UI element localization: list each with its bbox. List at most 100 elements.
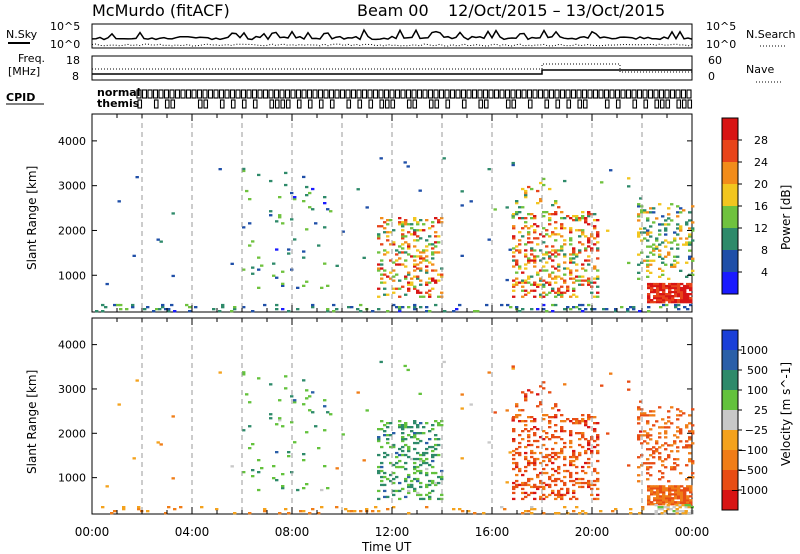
data-cell xyxy=(326,310,330,313)
data-cell xyxy=(401,229,405,232)
data-cell xyxy=(323,405,327,408)
freq-series xyxy=(92,69,692,75)
data-cell xyxy=(551,303,555,307)
data-cell xyxy=(524,491,528,495)
data-cell xyxy=(680,491,684,494)
data-cell xyxy=(593,483,597,487)
data-cell xyxy=(584,471,588,475)
data-cell xyxy=(518,217,522,220)
data-cell xyxy=(652,211,656,214)
data-cell xyxy=(521,473,525,477)
data-cell xyxy=(572,453,576,457)
data-cell xyxy=(590,291,594,294)
data-cell xyxy=(137,506,141,509)
data-cell xyxy=(647,284,651,288)
data-cell xyxy=(674,487,678,490)
cpid-glyph xyxy=(647,89,654,99)
data-cell xyxy=(425,310,429,313)
data-cell xyxy=(524,267,528,270)
data-cell xyxy=(677,290,681,294)
data-cell xyxy=(293,238,297,241)
data-cell xyxy=(511,365,515,368)
cpid-glyph xyxy=(153,99,159,109)
data-cell xyxy=(389,479,393,483)
data-cell xyxy=(485,303,489,307)
data-cell xyxy=(632,308,636,311)
data-cell xyxy=(425,451,429,455)
cpid-glyph xyxy=(290,89,296,99)
data-cell xyxy=(403,161,407,164)
data-cell xyxy=(512,259,516,262)
data-cell xyxy=(377,453,381,457)
data-cell xyxy=(518,441,522,445)
cpid-glyph xyxy=(445,99,451,109)
data-cell xyxy=(548,281,552,284)
data-cell xyxy=(413,467,417,471)
data-cell xyxy=(656,495,660,498)
cpid-glyph xyxy=(681,99,687,109)
data-cell xyxy=(365,206,369,209)
data-cell xyxy=(431,251,435,254)
data-cell xyxy=(643,430,647,433)
data-cell xyxy=(323,196,327,199)
data-cell xyxy=(673,440,677,443)
data-cell xyxy=(431,449,435,453)
data-cell xyxy=(605,308,609,311)
data-cell xyxy=(649,410,653,413)
data-cell xyxy=(524,293,528,296)
data-cell xyxy=(581,267,585,270)
data-cell xyxy=(545,447,549,451)
data-cell xyxy=(656,286,660,290)
data-cell xyxy=(536,189,540,193)
data-cell xyxy=(386,441,390,445)
data-cell xyxy=(649,211,653,214)
data-cell xyxy=(413,434,417,437)
data-cell xyxy=(566,289,570,292)
data-cell xyxy=(293,196,297,199)
data-cell xyxy=(650,299,654,302)
data-cell xyxy=(179,506,183,509)
data-cell xyxy=(661,215,665,218)
data-cell xyxy=(527,213,531,216)
data-cell xyxy=(554,211,558,214)
data-cell xyxy=(566,512,570,515)
data-cell xyxy=(281,282,285,285)
data-cell xyxy=(413,265,417,268)
data-cell xyxy=(317,447,321,450)
data-cell xyxy=(551,416,555,419)
data-cell xyxy=(125,308,129,311)
data-cell xyxy=(554,233,558,236)
data-cell xyxy=(689,495,693,498)
data-cell xyxy=(395,306,399,309)
data-cell xyxy=(350,510,354,513)
data-cell xyxy=(431,455,435,459)
data-cell xyxy=(673,255,677,258)
cpid-glyph xyxy=(229,89,236,99)
data-cell xyxy=(389,434,393,437)
data-cell xyxy=(683,284,687,288)
data-cell xyxy=(242,373,246,376)
data-cell xyxy=(655,217,659,220)
data-cell xyxy=(569,461,573,465)
cpid-glyph xyxy=(317,89,324,99)
data-cell xyxy=(626,308,630,311)
data-cell xyxy=(416,457,420,461)
data-cell xyxy=(548,475,552,479)
data-cell xyxy=(593,225,597,228)
data-cell xyxy=(677,487,681,490)
data-cell xyxy=(401,233,405,236)
data-cell xyxy=(662,288,666,292)
cpid-glyph xyxy=(554,89,560,99)
data-cell xyxy=(416,291,420,294)
data-cell xyxy=(596,443,600,447)
data-cell xyxy=(676,436,680,439)
cpid-glyph xyxy=(577,99,583,109)
data-cell xyxy=(428,281,432,284)
data-cell xyxy=(505,481,509,484)
data-cell xyxy=(611,510,615,513)
data-cell xyxy=(440,493,444,497)
data-cell xyxy=(416,223,420,226)
data-cell xyxy=(533,215,537,218)
y-tick-label: 3000 xyxy=(58,180,86,193)
data-cell xyxy=(671,299,675,302)
